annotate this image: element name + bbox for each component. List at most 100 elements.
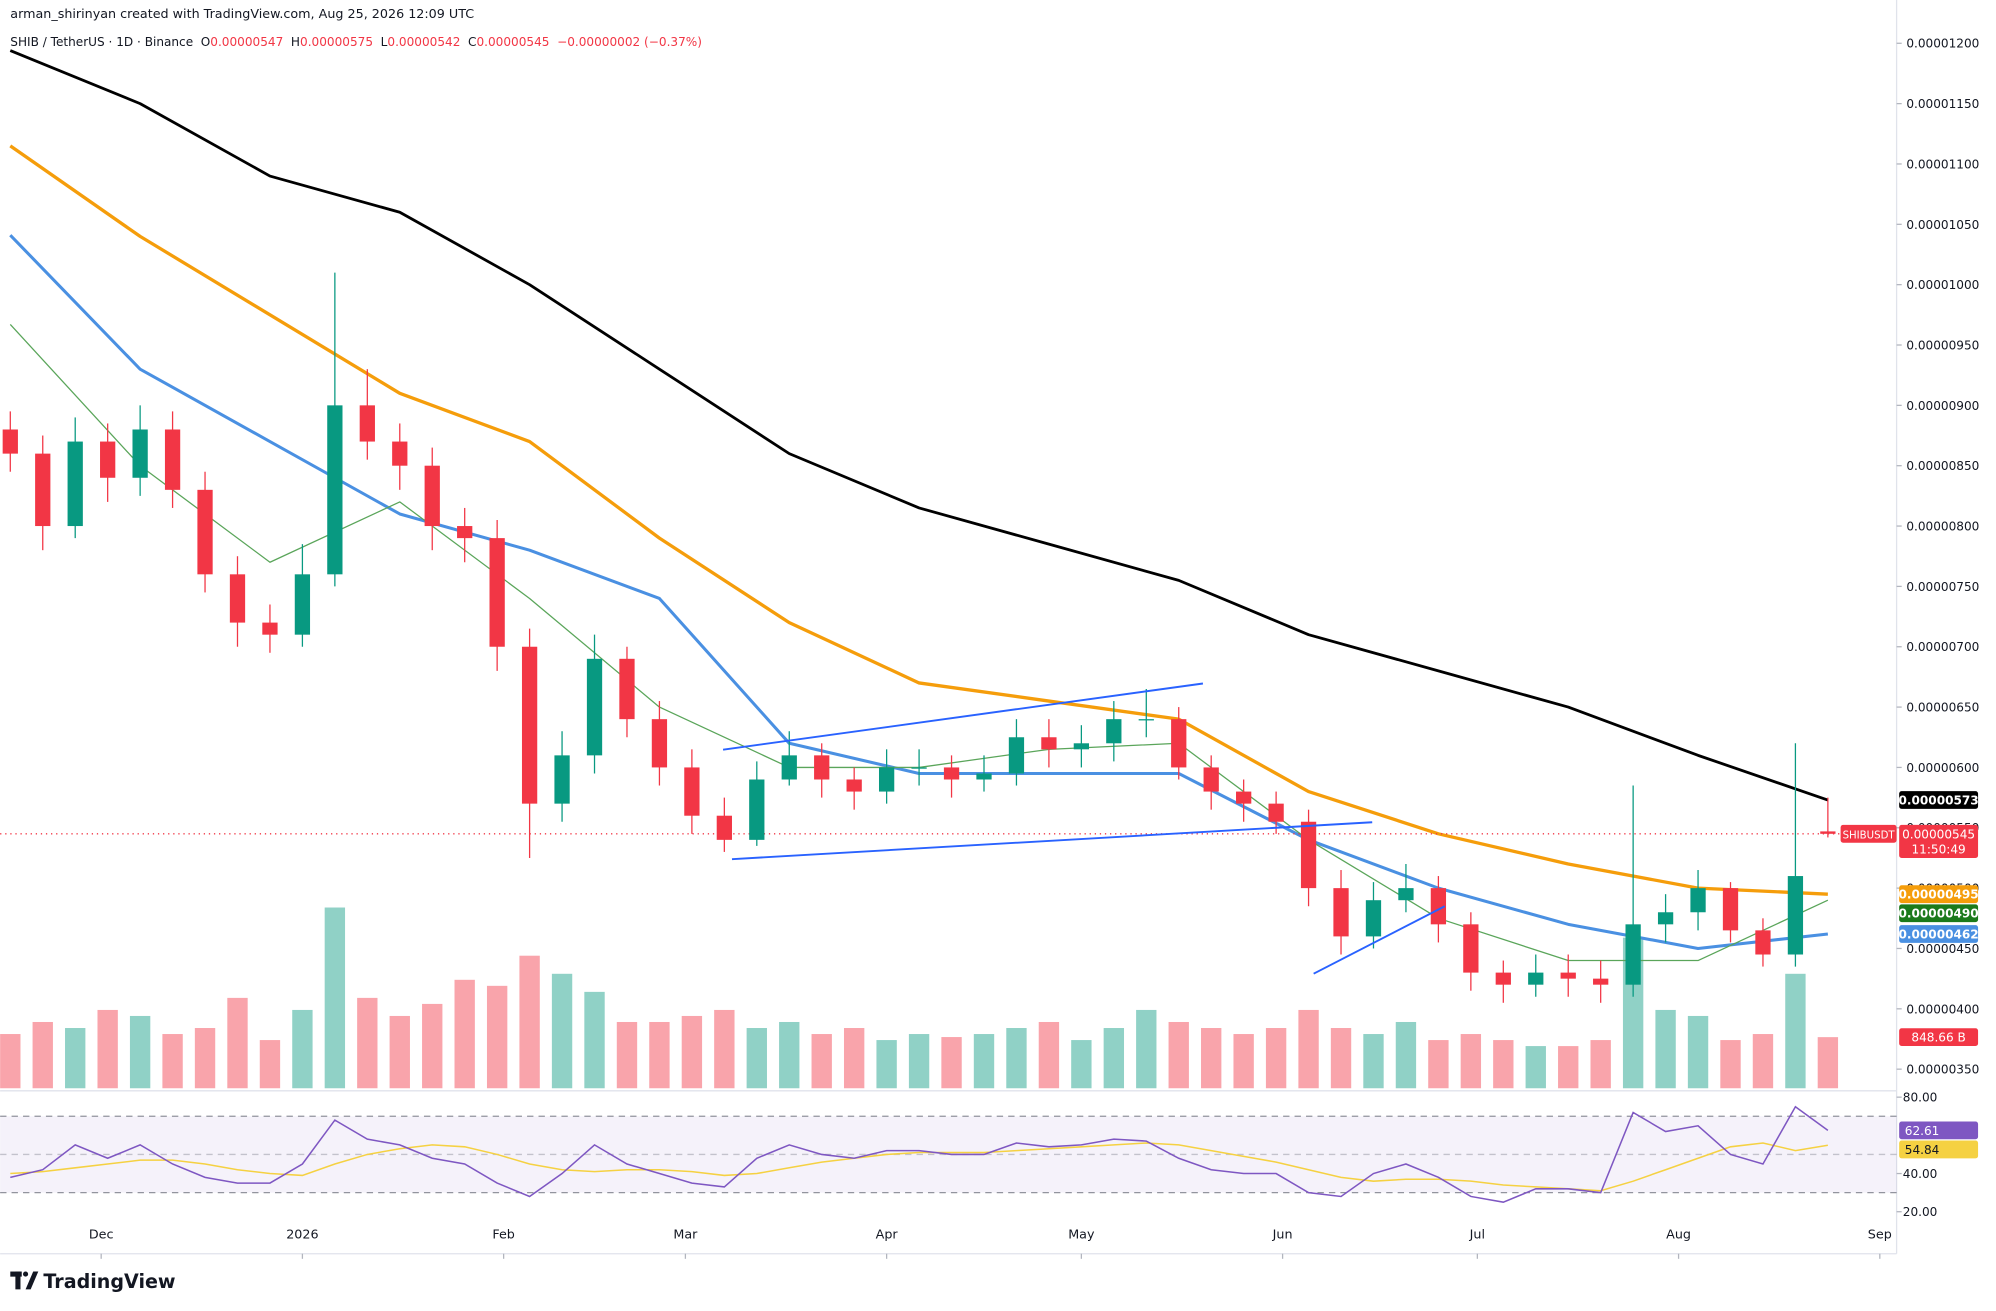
x-tick-label: Jun <box>1272 1226 1293 1241</box>
countdown: 11:50:49 <box>1911 843 1965 857</box>
candle-body <box>197 489 213 575</box>
current-price-box <box>1899 824 1979 858</box>
y-tick-label: 0.00000350 <box>1906 1063 1979 1077</box>
volume-bar <box>389 1015 410 1089</box>
price-label: 0.00000462 <box>1898 927 1978 941</box>
volume-label: 848.66 B <box>1911 1031 1965 1045</box>
brand: TradingView <box>43 1270 175 1293</box>
candle-body <box>457 526 473 539</box>
x-tick-label: Mar <box>673 1226 698 1241</box>
volume-bar <box>1006 1028 1027 1089</box>
y-tick-label: 0.00001150 <box>1906 97 1979 111</box>
volume-bar <box>65 1028 86 1089</box>
volume-bar <box>1363 1034 1384 1089</box>
logo <box>10 1271 39 1290</box>
y-tick-label: 0.00001200 <box>1906 37 1979 51</box>
y-tick-label: 0.00001000 <box>1906 278 1979 292</box>
trend-line <box>731 821 1373 861</box>
volume-bar <box>681 1015 703 1089</box>
candle-body <box>1073 743 1090 750</box>
volume-bar <box>1687 1015 1709 1089</box>
symbol-tag: SHIBUSDT <box>1843 830 1896 841</box>
candle-body <box>1398 888 1414 901</box>
candle-body <box>132 429 148 478</box>
volume-bar <box>1558 1046 1579 1089</box>
candle-body <box>749 779 765 840</box>
y-tick-label: 0.00000450 <box>1906 942 1979 956</box>
volume-bar <box>1395 1021 1417 1089</box>
volume-bar <box>551 973 573 1089</box>
candle-body <box>684 767 700 816</box>
candle-body <box>229 574 246 623</box>
candle-body <box>67 441 83 527</box>
x-tick-label: Sep <box>1868 1226 1892 1241</box>
ohlc-value: 0.00000575 <box>300 35 373 49</box>
y-tick-label: 0.00000700 <box>1906 640 1979 654</box>
volume-bar <box>454 979 475 1089</box>
volume-bar <box>519 955 540 1089</box>
volume-bar <box>1330 1028 1352 1089</box>
volume-bar <box>1655 1009 1676 1089</box>
candle-body <box>911 767 927 769</box>
trend-line <box>722 682 1204 751</box>
volume-bar <box>0 1034 21 1089</box>
x-tick-label: Feb <box>492 1226 515 1241</box>
volume-bar <box>1428 1040 1449 1089</box>
y-tick-label: 0.00000800 <box>1906 520 1979 534</box>
candle-body <box>1106 719 1122 744</box>
volume-bar <box>1590 1040 1611 1089</box>
volume-bar <box>1038 1021 1060 1089</box>
volume-bar <box>584 991 605 1089</box>
candle-body <box>1657 912 1674 925</box>
volume-bar <box>941 1037 962 1089</box>
price-label: 0.00000495 <box>1898 888 1978 902</box>
volume-bar <box>973 1034 995 1089</box>
candle-body <box>424 465 440 527</box>
candle-body <box>976 773 992 780</box>
candle-body <box>1171 719 1187 768</box>
candle-body <box>1528 972 1544 985</box>
volume-bar <box>746 1028 767 1089</box>
candle-body <box>35 453 51 527</box>
current-price-label: 0.00000545 <box>1902 827 1975 841</box>
volume-bar <box>1493 1040 1514 1089</box>
candle-body <box>651 719 668 768</box>
moving-average <box>9 49 1829 802</box>
x-tick-label: Aug <box>1666 1226 1691 1241</box>
candle-body <box>1593 978 1609 985</box>
volume-bar <box>422 1003 443 1089</box>
logo-shape <box>25 1271 39 1290</box>
price-label-box <box>1899 904 1979 923</box>
logo-shape <box>23 1271 29 1277</box>
y-tick-label: 0.00000600 <box>1906 761 1979 775</box>
ohlc-key: O <box>201 35 211 49</box>
y-tick-label: 0.00001050 <box>1906 218 1979 232</box>
y-tick-label: 0.00000900 <box>1906 399 1979 413</box>
volume-bar <box>1298 1009 1319 1089</box>
volume-bar <box>1525 1046 1546 1089</box>
candle-body <box>1236 791 1252 804</box>
ohlc-value: 0.00000545 <box>476 35 549 49</box>
volume-bar <box>843 1028 865 1089</box>
candle-body <box>1690 888 1706 913</box>
volume-bar <box>1168 1021 1189 1089</box>
volume-bar <box>324 907 346 1089</box>
candle-body <box>1268 803 1284 822</box>
y-tick-label: 0.00000950 <box>1906 338 1979 352</box>
x-tick-label: May <box>1068 1226 1095 1241</box>
ohlc-key: H <box>291 35 300 49</box>
rsi-ma-label-box <box>1899 1140 1979 1159</box>
y-tick-label: 0.00000400 <box>1906 1002 1979 1016</box>
candle-body <box>846 779 862 792</box>
change: −0.00000002 (−0.37%) <box>557 35 702 49</box>
volume-bar <box>486 985 508 1089</box>
ohlc-value: 0.00000542 <box>387 35 460 49</box>
y-tick-label: 0.00000650 <box>1906 701 1979 715</box>
candle-body <box>392 441 408 466</box>
volume-bar <box>1233 1034 1254 1089</box>
price-label-box <box>1899 885 1979 904</box>
volume-bar <box>227 997 248 1089</box>
x-tick-label: Dec <box>89 1226 114 1241</box>
